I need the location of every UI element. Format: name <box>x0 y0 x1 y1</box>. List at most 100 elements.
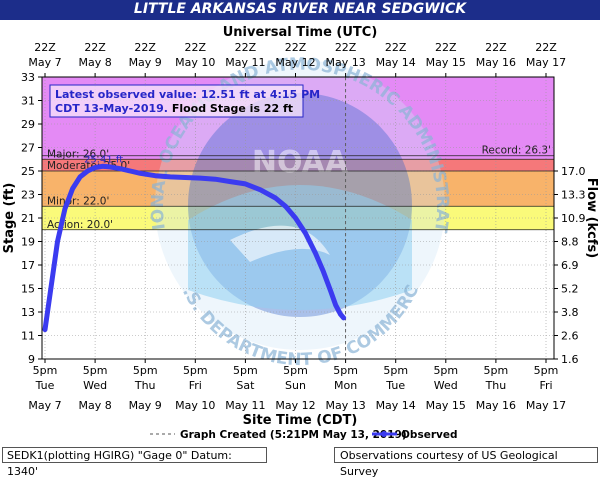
bottom-tick-day: Tue <box>35 379 55 392</box>
right-tick-label: 3.8 <box>561 306 579 319</box>
right-tick-label: 6.9 <box>561 259 579 272</box>
observed-line <box>42 163 347 333</box>
bottom-tick-date: May 17 <box>526 399 566 412</box>
threshold-label-minor: Minor: 22.0' <box>47 195 109 207</box>
info-line-2-date: CDT 13-May-2019. <box>55 102 168 115</box>
bottom-tick-day: Tue <box>385 379 405 392</box>
band-moderate <box>42 159 554 171</box>
right-tick-label: 10.9 <box>561 212 586 225</box>
legend-observed-marker-icon <box>381 431 387 437</box>
title-bar <box>0 0 600 20</box>
bottom-tick-time: 5pm <box>534 364 559 377</box>
top-tick-date: May 16 <box>476 56 516 69</box>
top-tick-date: May 12 <box>275 56 315 69</box>
left-tick-label: 25 <box>21 165 35 178</box>
bottom-tick-time: 5pm <box>183 364 208 377</box>
legend-graph-created: Graph Created (5:21PM May 13, 2019) <box>180 429 407 441</box>
bottom-tick-date: May 10 <box>175 399 215 412</box>
left-tick-label: 11 <box>21 330 35 343</box>
right-tick-label: 2.6 <box>561 330 579 343</box>
bottom-tick-date: May 15 <box>426 399 466 412</box>
bottom-tick-day: Sat <box>236 379 255 392</box>
bottom-tick-time: 5pm <box>283 364 308 377</box>
threshold-label-major: Major: 26.0' <box>47 148 109 160</box>
bottom-tick-time: 5pm <box>333 364 358 377</box>
top-tick-date: May 13 <box>325 56 365 69</box>
bottom-tick-date: May 13 <box>325 399 365 412</box>
bottom-tick-date: May 11 <box>225 399 265 412</box>
bottom-tick-day: Fri <box>539 379 552 392</box>
top-tick-time: 22Z <box>84 41 106 54</box>
bottom-tick-day: Sun <box>285 379 306 392</box>
top-tick-time: 22Z <box>285 41 307 54</box>
bottom-tick-time: 5pm <box>133 364 158 377</box>
right-tick-label: 5.2 <box>561 283 579 296</box>
right-tick-label: 1.6 <box>561 353 579 366</box>
top-tick-date: May 14 <box>376 56 416 69</box>
left-tick-label: 31 <box>21 95 35 108</box>
legend-observed: Observed <box>401 429 457 441</box>
top-tick-date: May 8 <box>78 56 111 69</box>
top-tick-date: May 10 <box>175 56 215 69</box>
top-tick-time: 22Z <box>185 41 207 54</box>
top-tick-time: 22Z <box>435 41 457 54</box>
left-tick-label: 23 <box>21 189 35 202</box>
top-tick-date: May 15 <box>426 56 466 69</box>
y-axis-title-right: Flow (kcfs) <box>584 178 599 258</box>
bottom-tick-time: 5pm <box>484 364 509 377</box>
bottom-tick-date: May 9 <box>129 399 162 412</box>
bottom-tick-time: 5pm <box>383 364 408 377</box>
bottom-tick-date: May 14 <box>376 399 416 412</box>
y-axis-title-left: Stage (ft) <box>2 183 17 254</box>
left-tick-label: 19 <box>21 236 35 249</box>
bottom-tick-day: Wed <box>83 379 107 392</box>
top-axis-title: Universal Time (UTC) <box>223 25 378 40</box>
top-tick-date: May 7 <box>28 56 61 69</box>
left-tick-label: 17 <box>21 259 35 272</box>
hydrograph-chart: NATIONAL OCEANIC AND ATMOSPHERIC ADMINIS… <box>0 0 599 441</box>
bottom-tick-date: May 7 <box>28 399 61 412</box>
info-box: Latest observed value: 12.51 ft at 4:15 … <box>49 84 320 118</box>
right-tick-label: 17.0 <box>561 165 586 178</box>
info-line-2: CDT 13-May-2019. Flood Stage is 22 ft <box>55 102 293 115</box>
record-label: Record: 26.3' <box>482 145 551 157</box>
observations-credit-footer: Observations courtesy of US Geological S… <box>334 447 598 478</box>
left-tick-label: 29 <box>21 118 35 131</box>
bottom-tick-day: Thu <box>134 379 156 392</box>
top-tick-time: 22Z <box>335 41 357 54</box>
bottom-tick-time: 5pm <box>83 364 108 377</box>
datum-footer: SEDK1(plotting HGIRG) "Gage 0" Datum: 13… <box>2 447 267 478</box>
top-tick-time: 22Z <box>485 41 507 54</box>
peak-label: 25.41 ft <box>84 154 123 165</box>
right-tick-label: 8.8 <box>561 236 579 249</box>
bottom-tick-day: Mon <box>334 379 357 392</box>
info-line-1: Latest observed value: 12.51 ft at 4:15 … <box>55 88 320 101</box>
bottom-tick-day: Thu <box>485 379 507 392</box>
right-tick-label: 13.3 <box>561 189 586 202</box>
watermark-noaa-text: NOAA <box>252 145 349 180</box>
legend: Graph Created (5:21PM May 13, 2019)Obser… <box>150 429 457 441</box>
left-tick-label: 9 <box>28 353 35 366</box>
top-tick-time: 22Z <box>34 41 56 54</box>
chart-title: LITTLE ARKANSAS RIVER NEAR SEDGWICK <box>133 1 467 17</box>
tick-labels: 9 11 13 15 17 19 21 23 25 27 29 31 33 1.6 2.6 3.8 5.2 6.9… <box>2 25 599 428</box>
info-line-2-flood-stage: Flood Stage is 22 ft <box>168 102 293 115</box>
x-axis-title: Site Time (CDT) <box>243 413 358 428</box>
observed-series: 25.41 ft <box>42 154 347 333</box>
top-tick-date: May 17 <box>526 56 566 69</box>
info-box-frame <box>49 84 304 118</box>
left-tick-label: 27 <box>21 142 35 155</box>
left-tick-label: 33 <box>21 71 35 84</box>
top-tick-time: 22Z <box>535 41 557 54</box>
top-tick-time: 22Z <box>385 41 407 54</box>
left-tick-label: 15 <box>21 283 35 296</box>
bottom-tick-time: 5pm <box>233 364 258 377</box>
left-tick-label: 21 <box>21 212 35 225</box>
top-tick-date: May 11 <box>225 56 265 69</box>
threshold-label-action: Action: 20.0' <box>47 219 113 231</box>
top-tick-time: 22Z <box>235 41 257 54</box>
bottom-tick-date: May 16 <box>476 399 516 412</box>
top-tick-date: May 9 <box>129 56 162 69</box>
bottom-tick-time: 5pm <box>433 364 458 377</box>
top-tick-time: 22Z <box>134 41 156 54</box>
